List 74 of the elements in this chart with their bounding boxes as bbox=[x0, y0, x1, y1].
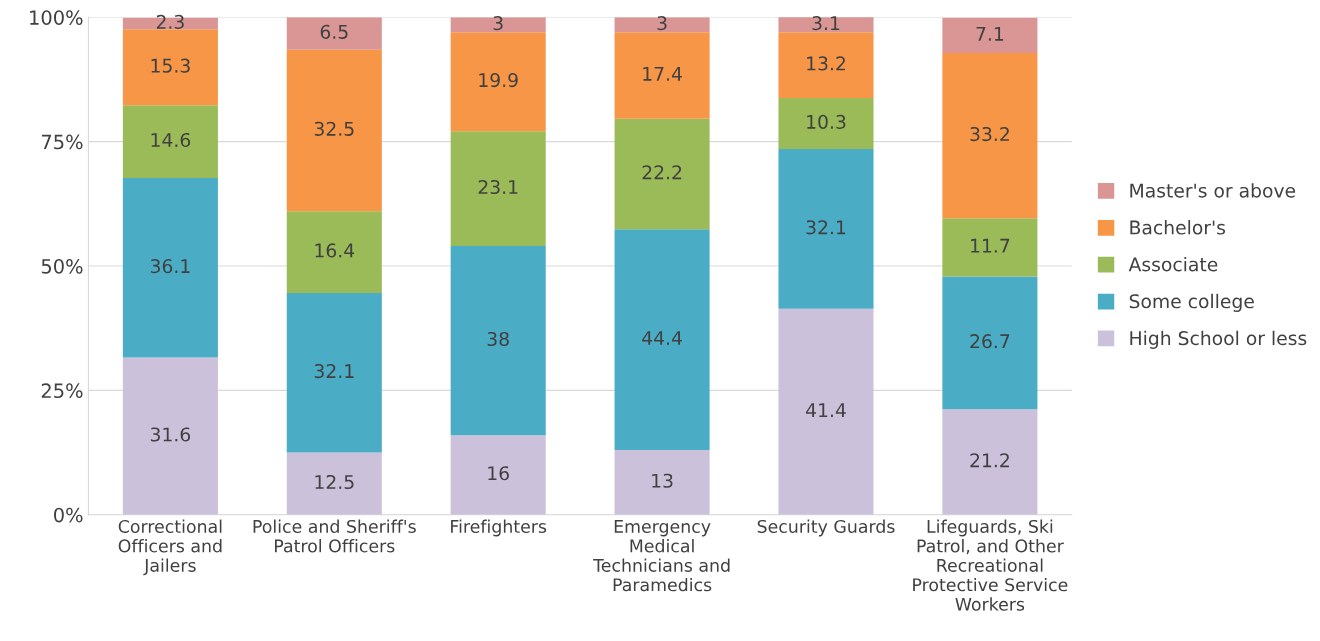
y-tick-label: 100% bbox=[30, 10, 83, 25]
y-tick-label: 25% bbox=[41, 383, 83, 399]
bar bbox=[942, 276, 1038, 410]
y-tick-label: 75% bbox=[41, 134, 83, 150]
data-label: 21.2 bbox=[970, 453, 1009, 468]
bar bbox=[614, 450, 710, 515]
data-label: 12.5 bbox=[315, 474, 354, 490]
y-tick-label: 50% bbox=[41, 258, 83, 274]
bar bbox=[450, 131, 546, 247]
data-label: 38 bbox=[487, 331, 509, 347]
data-label: 17.4 bbox=[643, 67, 682, 81]
data-label: 26.7 bbox=[970, 334, 1010, 349]
y-tick-label: 0% bbox=[54, 507, 83, 523]
bar bbox=[942, 409, 1038, 515]
x-tick-label: Lifeguards, Ski Patrol, and Other Recreational Protective Service Workers bbox=[913, 519, 1068, 611]
data-label: 13.2 bbox=[807, 56, 845, 71]
bar bbox=[778, 97, 874, 150]
bar bbox=[286, 17, 382, 50]
bar bbox=[614, 32, 710, 119]
x-tick-label: Police and Sheriff's Patrol Officers bbox=[253, 519, 416, 553]
bar bbox=[450, 246, 546, 436]
legend-label: Associate bbox=[1128, 256, 1218, 272]
data-label: 2.3 bbox=[156, 14, 184, 29]
bar bbox=[286, 49, 382, 212]
bar bbox=[122, 29, 218, 106]
data-label: 10.3 bbox=[807, 114, 846, 129]
bar bbox=[778, 308, 874, 515]
data-label: 3 bbox=[493, 16, 503, 31]
bar bbox=[122, 105, 218, 178]
data-label: 6.5 bbox=[320, 24, 348, 39]
bar bbox=[942, 218, 1038, 277]
data-label: 16.4 bbox=[315, 243, 355, 258]
bar bbox=[614, 229, 710, 451]
data-label: 3.1 bbox=[812, 16, 840, 31]
data-label: 32.1 bbox=[314, 363, 354, 379]
x-tick-label: Firefighters bbox=[451, 519, 547, 537]
data-label: 32.5 bbox=[314, 121, 354, 136]
data-label: 14.6 bbox=[151, 132, 191, 148]
legend-label: High School or less bbox=[1130, 330, 1307, 349]
data-label: 15.3 bbox=[151, 58, 190, 73]
bar bbox=[122, 357, 218, 515]
data-label: 36.1 bbox=[150, 259, 190, 274]
data-label: 7.1 bbox=[976, 26, 1004, 41]
data-label: 31.6 bbox=[150, 427, 191, 442]
bar bbox=[614, 118, 710, 230]
x-tick-label: Emergency Medical Technicians and Paramedics bbox=[593, 520, 730, 592]
bar bbox=[614, 17, 710, 33]
bar bbox=[122, 177, 218, 358]
legend-label: Bachelor's bbox=[1130, 220, 1226, 235]
data-label: 41.4 bbox=[806, 403, 846, 417]
bar bbox=[778, 32, 874, 98]
bar bbox=[286, 452, 382, 515]
bar bbox=[450, 17, 546, 33]
data-label: 3 bbox=[657, 16, 667, 31]
data-label: 44.4 bbox=[642, 331, 682, 345]
x-tick-label: Security Guards bbox=[757, 519, 895, 537]
bar bbox=[450, 32, 546, 132]
data-label: 11.7 bbox=[971, 238, 1010, 253]
data-label: 13 bbox=[652, 473, 673, 488]
data-label: 19.9 bbox=[479, 72, 518, 88]
bar bbox=[286, 292, 382, 453]
bar bbox=[942, 17, 1038, 54]
data-label: 22.2 bbox=[642, 165, 682, 180]
x-tick-label: Correctional Officers and Jailers bbox=[118, 519, 222, 576]
data-label: 23.1 bbox=[478, 179, 518, 195]
legend-label: Some college bbox=[1129, 293, 1254, 312]
legend-label: Master's or above bbox=[1130, 183, 1296, 198]
bar bbox=[450, 435, 546, 515]
bar bbox=[286, 211, 382, 293]
data-label: 16 bbox=[488, 466, 509, 481]
bar bbox=[942, 53, 1038, 219]
data-label: 32.1 bbox=[806, 220, 846, 235]
bar bbox=[778, 149, 874, 309]
data-label: 33.2 bbox=[970, 126, 1009, 142]
